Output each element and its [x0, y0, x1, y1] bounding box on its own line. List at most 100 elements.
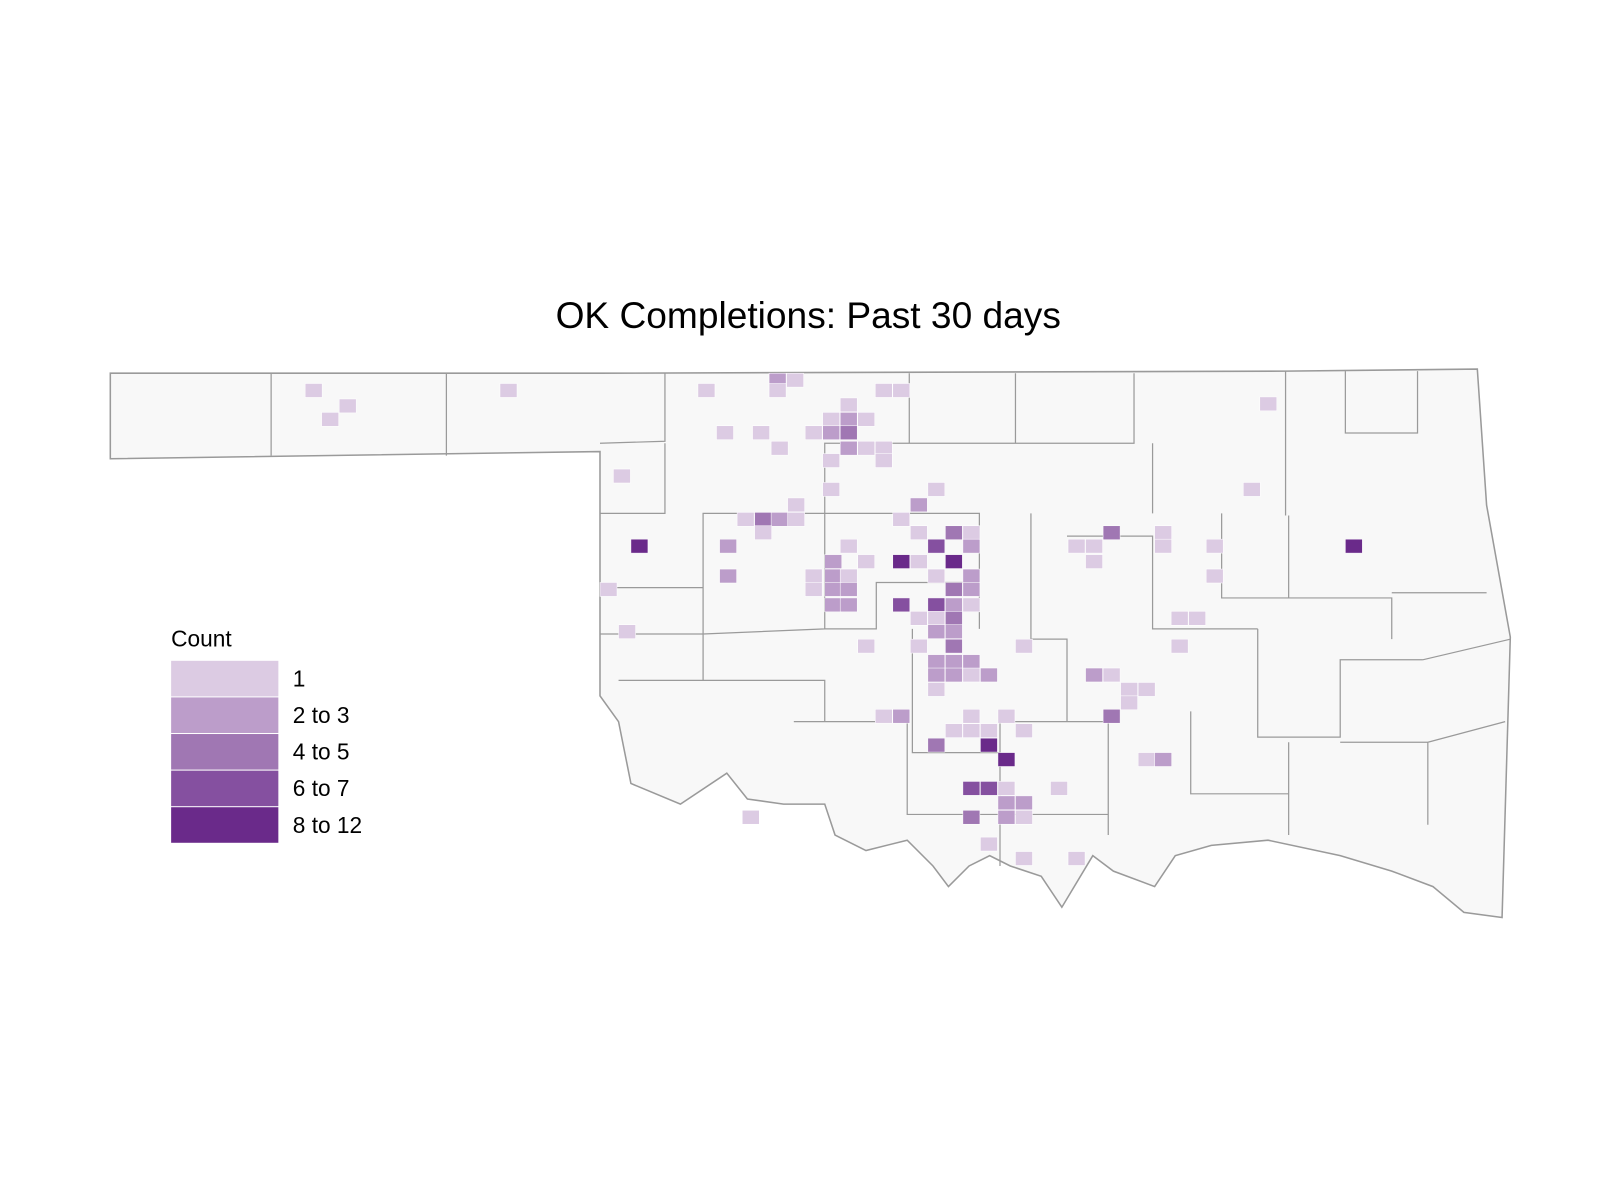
completion-cell: [338, 398, 357, 414]
completion-cell: [839, 538, 858, 554]
completion-cell: [980, 781, 998, 796]
completion-cell: [599, 582, 618, 597]
completion-cell: [945, 582, 963, 597]
completion-cell: [927, 597, 946, 613]
completion-cell: [945, 525, 963, 540]
completion-cell: [927, 568, 946, 584]
completion-cell: [1243, 482, 1261, 497]
completion-cell: [1015, 638, 1033, 654]
legend-label: 6 to 7: [293, 775, 350, 801]
completion-cell: [927, 737, 946, 753]
completion-cell: [768, 383, 787, 398]
completion-cell: [787, 497, 805, 513]
completion-cell: [321, 412, 339, 427]
completion-cell: [804, 568, 823, 584]
completion-cell: [787, 512, 805, 527]
completion-cell: [770, 440, 789, 456]
completion-cell: [1067, 538, 1086, 554]
completion-cell: [997, 795, 1016, 811]
completion-cell: [770, 512, 789, 527]
legend-swatch: [171, 660, 279, 697]
completion-cell: [857, 412, 875, 427]
completion-cell: [927, 482, 946, 497]
completion-cell: [736, 512, 755, 527]
completion-cell: [1015, 723, 1033, 738]
completion-cell: [1205, 568, 1224, 584]
completion-cell: [874, 440, 893, 456]
completion-cell: [1205, 538, 1224, 554]
completion-cell: [839, 425, 858, 440]
completion-cell: [304, 383, 323, 398]
completion-cell: [1067, 851, 1086, 866]
completion-cell: [997, 810, 1016, 825]
completion-cell: [1188, 611, 1206, 626]
completion-cell: [980, 723, 998, 738]
completion-cell: [927, 624, 946, 639]
completion-cell: [824, 554, 843, 569]
state-outline: [109, 368, 1512, 919]
completion-cell: [910, 554, 928, 569]
state-border: [109, 368, 1512, 919]
completion-cell: [1015, 795, 1033, 811]
completion-cell: [980, 667, 998, 683]
completion-cell: [1154, 752, 1172, 767]
completion-cell: [980, 836, 998, 852]
completion-cell: [892, 597, 911, 613]
completion-cell: [962, 709, 981, 724]
completion-cell: [754, 525, 772, 540]
completion-cell: [1085, 538, 1103, 554]
completion-cell: [962, 568, 981, 584]
completion-cell: [822, 412, 840, 427]
completion-cell: [719, 568, 737, 584]
completion-cell: [910, 525, 928, 540]
completion-cell: [945, 624, 963, 639]
completion-cell: [945, 611, 963, 626]
completion-cell: [997, 709, 1016, 724]
completion-cell: [618, 624, 636, 639]
completion-cell: [752, 425, 770, 440]
completion-cell: [824, 597, 843, 613]
completion-cell: [997, 781, 1016, 796]
completion-cell: [874, 709, 893, 724]
completion-cell: [1259, 396, 1278, 412]
completion-cell: [822, 425, 840, 440]
completion-cell: [1345, 538, 1363, 554]
completion-cell: [1050, 781, 1068, 796]
completion-cell: [857, 554, 875, 569]
completion-cell: [1102, 667, 1121, 683]
completion-cell: [910, 611, 928, 626]
legend-label: 2 to 3: [293, 702, 350, 728]
legend-swatch: [171, 807, 279, 843]
map-title: OK Completions: Past 30 days: [556, 294, 1061, 336]
completion-cell: [945, 667, 963, 683]
completion-cell: [1015, 851, 1033, 866]
completion-cell: [945, 638, 963, 654]
completion-cell: [962, 597, 981, 613]
completion-cell: [1102, 709, 1121, 724]
completion-cell: [719, 538, 737, 554]
legend-title: Count: [171, 625, 232, 651]
completion-cell: [839, 440, 858, 456]
completion-cell: [962, 538, 981, 554]
completion-cell: [1120, 695, 1138, 711]
completion-cell: [1102, 525, 1121, 540]
completion-cell: [962, 582, 981, 597]
completion-cell: [945, 723, 963, 738]
legend-swatch: [171, 770, 279, 807]
completion-cell: [962, 654, 981, 669]
completion-cell: [945, 654, 963, 669]
completion-cell: [839, 597, 858, 613]
completion-cell: [892, 512, 911, 527]
completion-cell: [1154, 525, 1172, 540]
completion-cell: [804, 425, 823, 440]
completion-cell: [892, 554, 911, 569]
completion-cell: [839, 412, 858, 427]
completion-cell: [824, 568, 843, 584]
completion-cell: [927, 611, 946, 626]
completion-cell: [1170, 638, 1189, 654]
completion-cell: [997, 752, 1016, 767]
completion-cell: [892, 709, 911, 724]
completion-cell: [927, 682, 946, 697]
completion-cell: [499, 383, 518, 398]
completion-cell: [716, 425, 734, 440]
